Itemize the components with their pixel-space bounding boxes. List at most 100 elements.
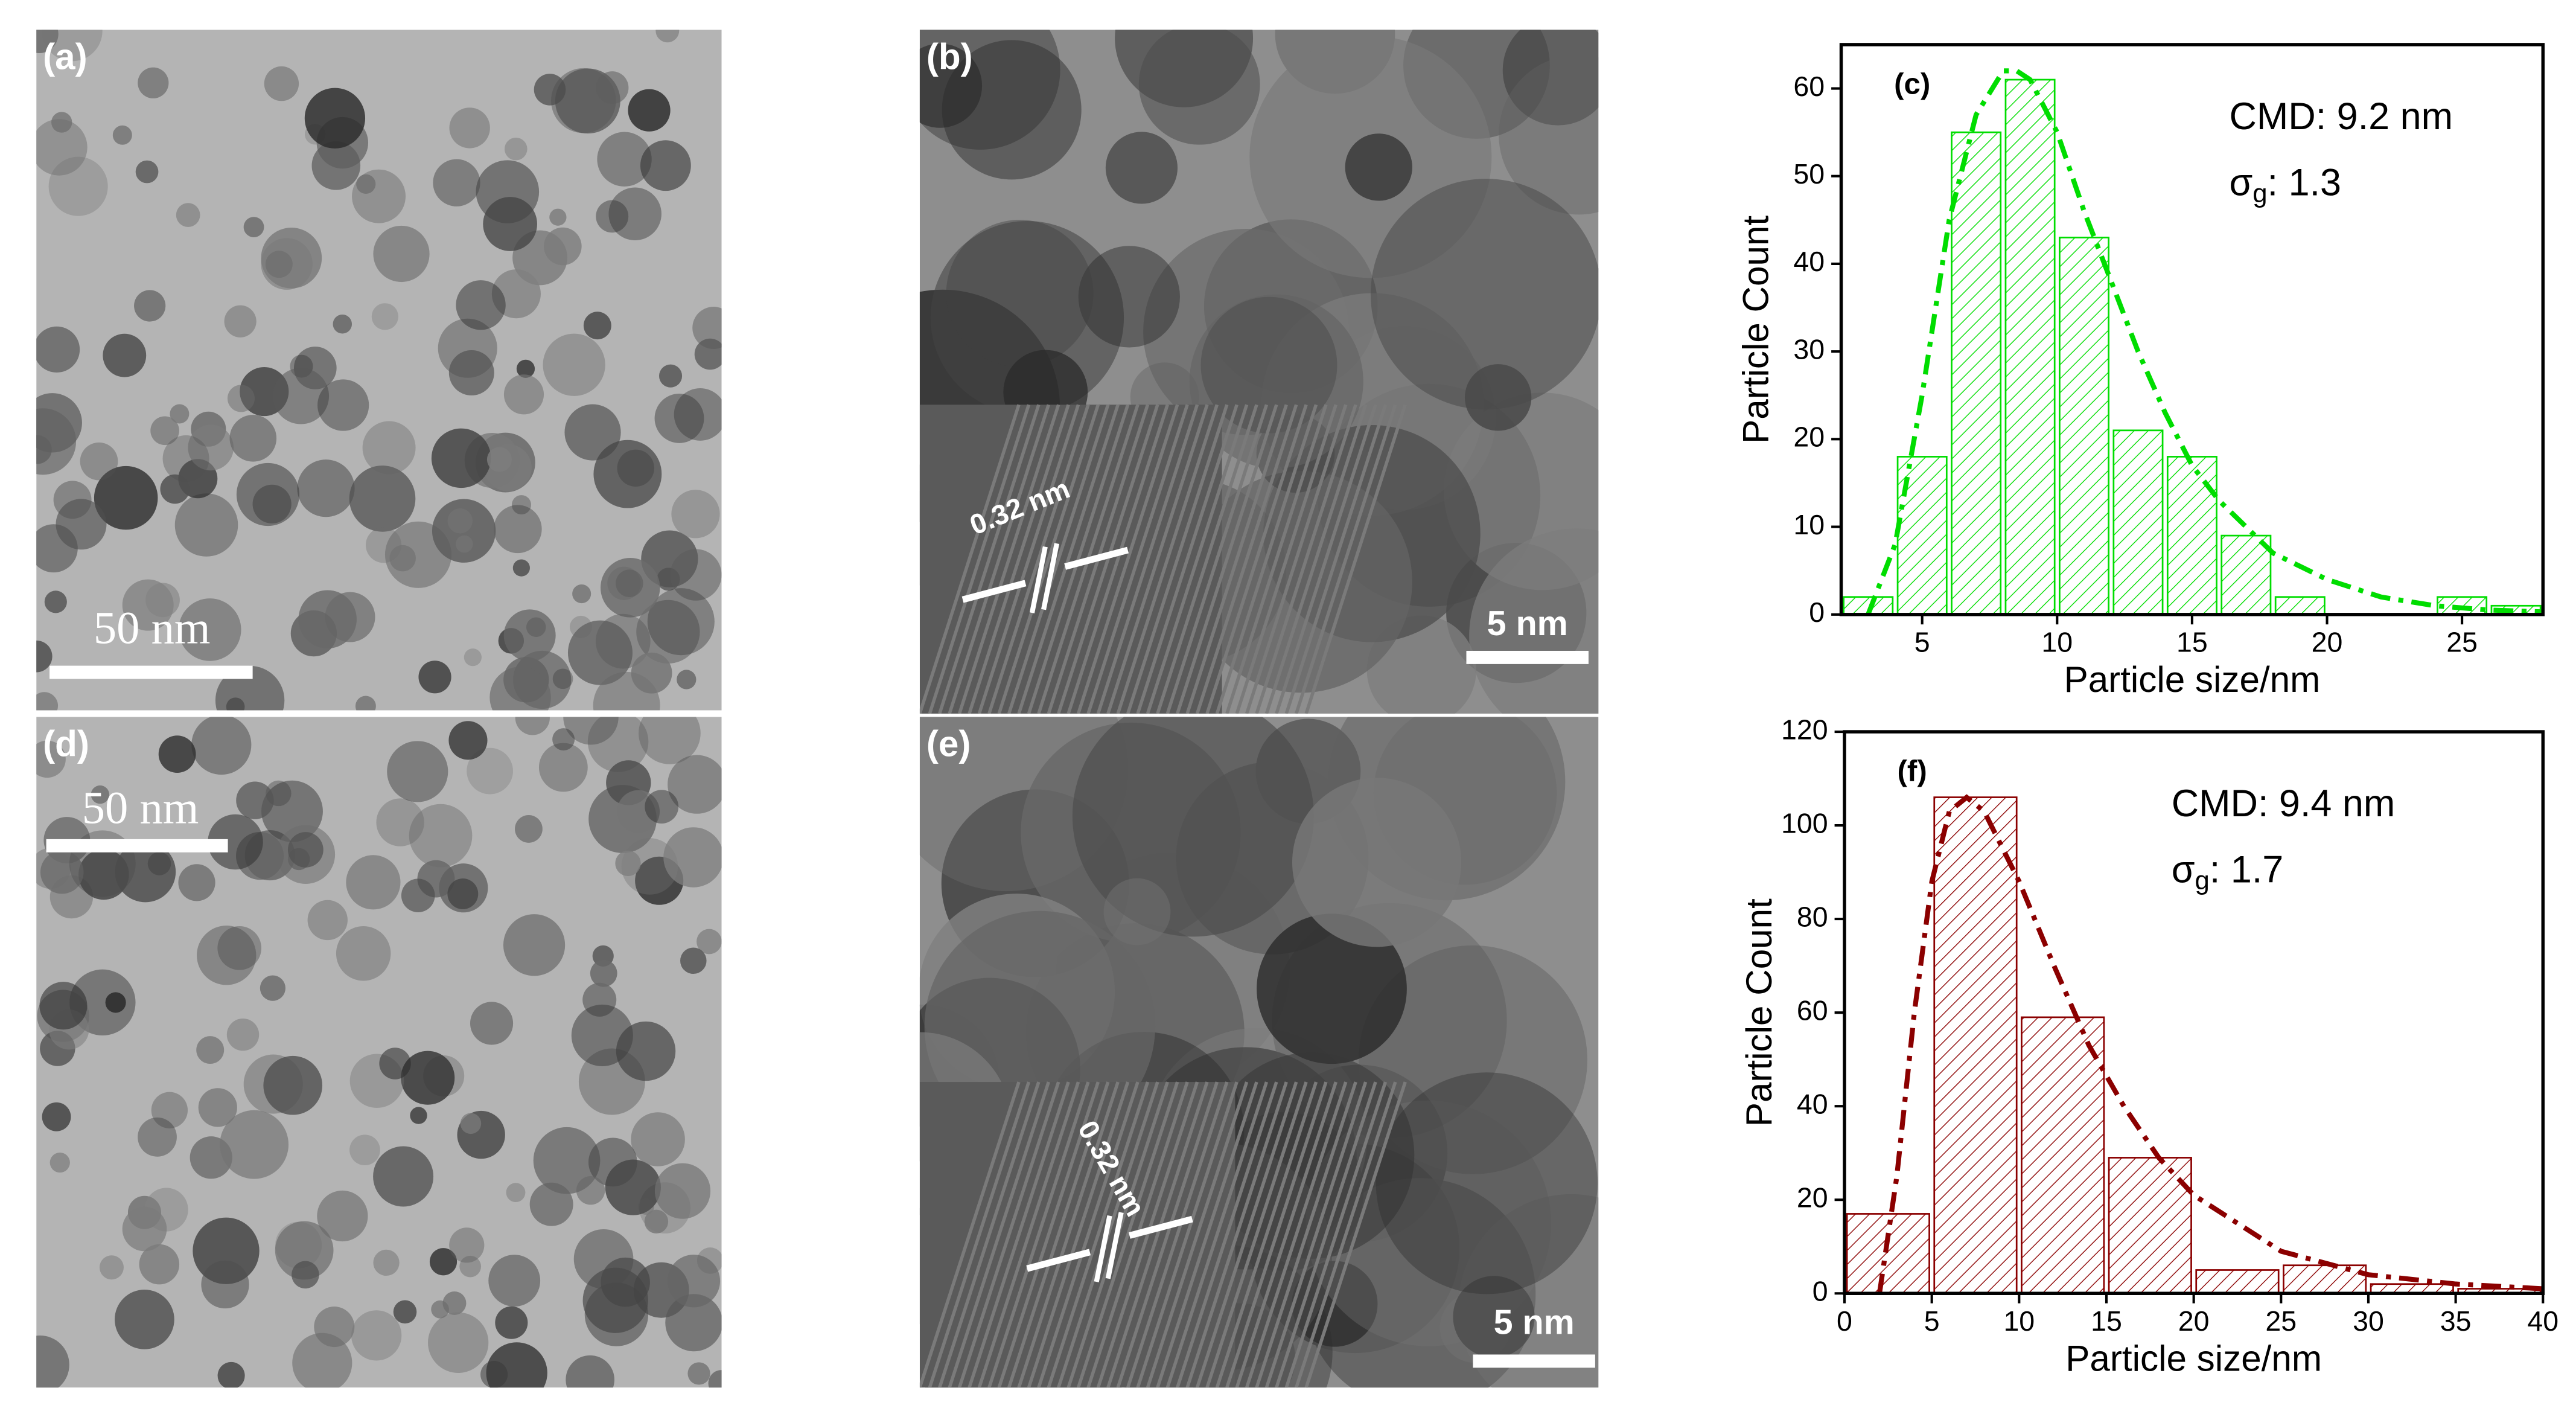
particle-texture xyxy=(671,490,720,539)
particle-texture xyxy=(529,1182,573,1226)
y-tick-label: 80 xyxy=(1797,901,1828,932)
annotation-text: : 1.3 xyxy=(2268,161,2341,203)
x-tick-label: 20 xyxy=(2312,626,2343,657)
particle-texture xyxy=(583,312,611,340)
particle-texture xyxy=(588,1137,637,1187)
particle-texture xyxy=(36,30,59,53)
tem-image xyxy=(36,717,722,1388)
particle-texture xyxy=(252,484,292,523)
particle-texture xyxy=(503,374,544,415)
particle-texture xyxy=(576,1176,605,1205)
particle-texture xyxy=(640,140,691,191)
lattice-fringe xyxy=(987,404,1090,714)
particle-texture xyxy=(410,1107,427,1124)
lattice-fringe xyxy=(1235,404,1337,714)
particle-texture xyxy=(115,1290,174,1349)
particle-texture xyxy=(432,499,496,563)
lattice-fringe xyxy=(1047,1081,1150,1388)
fit-curve xyxy=(1866,68,2543,616)
particle-texture xyxy=(617,790,660,833)
lattice-fringe xyxy=(977,1081,1080,1388)
lattice-fringe xyxy=(1116,404,1219,714)
bar xyxy=(2021,1016,2105,1294)
particle-texture xyxy=(467,747,513,795)
particle-texture xyxy=(549,208,567,226)
particle-texture xyxy=(544,227,582,266)
particle-texture xyxy=(470,1002,514,1045)
lattice-marker xyxy=(1105,1212,1124,1279)
particle-texture xyxy=(667,1255,721,1308)
particle-texture xyxy=(349,465,416,532)
lattice-fringe xyxy=(957,1081,1060,1388)
bar xyxy=(2195,1269,2280,1294)
lattice-fringe xyxy=(1066,404,1169,714)
particle-texture xyxy=(1078,246,1180,348)
particle-texture xyxy=(567,620,633,685)
particle-texture xyxy=(387,741,448,802)
particle-texture xyxy=(263,1055,323,1115)
particle-texture xyxy=(596,200,629,233)
particle-texture xyxy=(503,914,566,976)
scale-bar xyxy=(46,839,228,853)
annotation-text: : 1.7 xyxy=(2210,848,2283,891)
particle-texture xyxy=(265,251,293,278)
lattice-fringe xyxy=(1255,404,1357,714)
bar xyxy=(2112,429,2164,616)
lattice-fringe xyxy=(1146,1081,1249,1388)
particle-texture xyxy=(94,465,158,530)
particle-texture xyxy=(36,692,59,711)
lattice-fringe xyxy=(987,1081,1090,1388)
particle-texture xyxy=(39,982,88,1030)
lattice-marker xyxy=(1094,1215,1112,1282)
particle-texture xyxy=(226,1019,260,1051)
particle-texture xyxy=(447,878,479,909)
lattice-fringe xyxy=(1007,404,1110,714)
particle-texture xyxy=(170,404,190,424)
fit-curve xyxy=(1876,794,2543,1294)
particle-texture xyxy=(304,88,366,149)
lattice-fringe xyxy=(1205,1081,1308,1388)
arrow xyxy=(1064,546,1129,570)
particle-texture xyxy=(448,350,494,395)
particle-texture xyxy=(464,648,482,667)
particle-texture xyxy=(668,755,722,814)
particle-texture xyxy=(483,197,537,251)
particle-texture xyxy=(680,947,707,974)
particle-texture xyxy=(311,141,361,190)
lattice-fringe xyxy=(968,1081,1070,1388)
lattice-fringe xyxy=(1086,404,1189,714)
y-tick-label: 30 xyxy=(1793,333,1825,365)
particle-texture xyxy=(543,333,605,396)
lattice-fringe xyxy=(997,404,1100,714)
x-tick-label: 5 xyxy=(1924,1305,1940,1337)
lattice-fringe xyxy=(957,404,1060,714)
particle-texture xyxy=(631,1112,685,1166)
tem-image xyxy=(919,717,1599,1388)
lattice-fringe xyxy=(1076,1081,1179,1388)
lattice-fringe xyxy=(1225,404,1328,714)
particle-texture xyxy=(552,728,575,751)
particle-texture xyxy=(566,1355,614,1388)
scale-bar xyxy=(49,665,253,679)
scale-bar-label: 50 nm xyxy=(94,602,211,653)
particle-texture xyxy=(694,338,722,370)
particle-texture xyxy=(298,590,357,649)
particle-texture xyxy=(201,1260,249,1309)
particle-texture xyxy=(91,785,110,804)
x-tick-label: 30 xyxy=(2353,1305,2384,1337)
lattice-fringe xyxy=(977,404,1080,714)
particle-texture xyxy=(946,220,1094,367)
particle-texture xyxy=(139,1244,180,1285)
particle-texture xyxy=(36,119,88,176)
annotation-text: CMD: 9.2 nm xyxy=(2229,95,2453,138)
particle-texture xyxy=(1453,1276,1535,1358)
particle-texture xyxy=(307,900,348,941)
particle-texture xyxy=(103,333,147,377)
particle-texture xyxy=(379,1048,411,1080)
particle-texture xyxy=(260,975,285,1001)
lattice-fringe xyxy=(948,404,1050,714)
lattice-marker xyxy=(1041,543,1059,610)
particle-texture xyxy=(160,474,190,504)
particle-texture xyxy=(631,652,672,694)
